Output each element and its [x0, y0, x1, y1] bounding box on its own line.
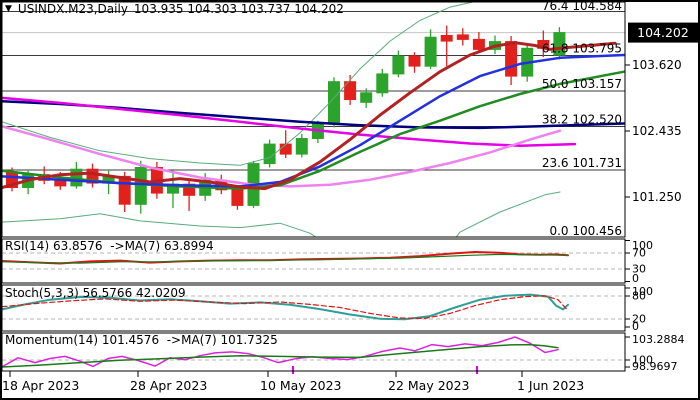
bull-candle: [263, 143, 276, 165]
rsi-panel-layer: [2, 251, 625, 270]
svg-text:38.2 102.520: 38.2 102.520: [542, 112, 622, 126]
svg-text:100: 100: [632, 285, 653, 298]
svg-text:104.202: 104.202: [637, 25, 689, 40]
svg-text:61.8 103.795: 61.8 103.795: [542, 41, 622, 55]
svg-text:0: 0: [632, 320, 639, 333]
bear-candle: [440, 35, 453, 42]
price-axis: 103.620 102.435 101.250: [625, 58, 682, 204]
bull-candle: [360, 92, 373, 103]
symbol-dropdown-icon[interactable]: ▼: [5, 4, 12, 14]
chart-symbol-label: USINDX.M23,Daily: [17, 2, 128, 16]
svg-text:102.435: 102.435: [632, 124, 682, 138]
bear-candle: [86, 168, 99, 184]
momentum-panel-layer: [2, 336, 625, 368]
bear-candle: [344, 81, 357, 100]
svg-text:70: 70: [632, 246, 646, 259]
bear-candle: [118, 175, 131, 205]
main-chart-layer: 76.4 104.584 61.8 103.795 50.0 103.157 38.2…: [2, 0, 625, 238]
bull-candle: [295, 138, 308, 155]
bear-candle: [183, 183, 196, 196]
svg-text:0: 0: [632, 272, 639, 285]
svg-text:76.4 104.584: 76.4 104.584: [542, 0, 622, 13]
bull-candle: [553, 32, 566, 56]
svg-text:50.0 103.157: 50.0 103.157: [542, 77, 622, 91]
svg-text:103.620: 103.620: [632, 58, 682, 72]
bear-candle: [505, 41, 518, 77]
chart-ohlc-label: 103.935 104.303 103.737 104.202: [133, 2, 344, 16]
svg-text:22 May 2023: 22 May 2023: [388, 378, 470, 393]
ma-lines-layer: [2, 2, 625, 237]
svg-text:28 Apr 2023: 28 Apr 2023: [130, 378, 207, 393]
svg-text:100: 100: [632, 353, 653, 366]
bull-candle: [376, 73, 389, 94]
svg-text:101.250: 101.250: [632, 190, 682, 204]
bear-candle: [456, 34, 469, 40]
svg-text:0.0 100.456: 0.0 100.456: [549, 224, 622, 238]
bull-candle: [392, 55, 405, 75]
bear-candle: [279, 143, 292, 155]
svg-text:1 Jun 2023: 1 Jun 2023: [517, 378, 584, 393]
bear-candle: [408, 55, 421, 67]
svg-text:20: 20: [632, 313, 646, 326]
bear-candle: [231, 189, 244, 206]
svg-text:80: 80: [632, 289, 646, 302]
chart-header: ▼ USINDX.M23,Daily 103.935 104.303 103.7…: [5, 3, 344, 16]
bull-candle: [424, 36, 437, 67]
svg-text:103.2884: 103.2884: [632, 333, 685, 346]
svg-text:30: 30: [632, 263, 646, 276]
bear-candle: [472, 38, 485, 50]
svg-text:18 Apr 2023: 18 Apr 2023: [2, 378, 79, 393]
svg-text:100: 100: [632, 239, 653, 252]
fib-level-labels: 76.4 104.584 61.8 103.795 50.0 103.157 38.2…: [542, 0, 622, 238]
stoch-panel-layer: [2, 293, 625, 321]
svg-text:10 May 2023: 10 May 2023: [260, 378, 342, 393]
current-price-tag: 104.202: [628, 22, 698, 43]
date-axis: 18 Apr 2023 28 Apr 2023 10 May 2023 22 May …: [2, 366, 584, 393]
bull-candle: [134, 167, 147, 205]
svg-text:23.6 101.731: 23.6 101.731: [542, 156, 622, 170]
svg-text:98.9697: 98.9697: [632, 360, 678, 373]
